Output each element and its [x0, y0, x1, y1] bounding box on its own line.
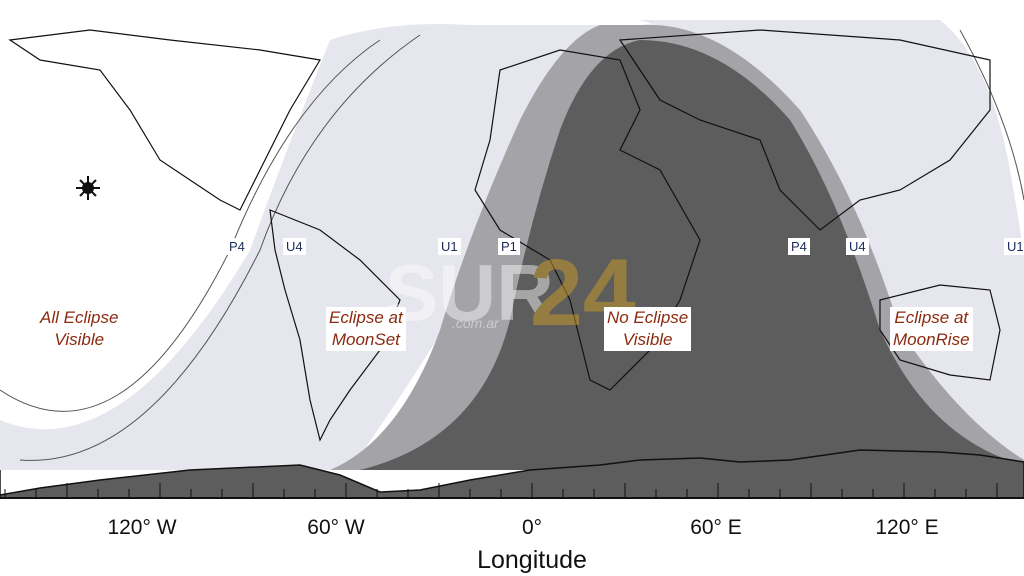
label-line: Eclipse at — [329, 308, 403, 327]
tick-label-60e: 60° E — [690, 516, 742, 539]
label-line: Eclipse at — [894, 308, 969, 327]
contact-label-p4-east: P4 — [788, 238, 810, 255]
south-america-outline — [269, 209, 401, 442]
sun-icon — [76, 176, 100, 200]
no-eclipse-region — [360, 40, 1024, 470]
svg-text:.com.ar: .com.ar — [452, 315, 500, 331]
contact-label-p1: P1 — [498, 238, 520, 255]
tick-label-0: 0° — [521, 516, 543, 539]
svg-text:SUR: SUR — [385, 248, 554, 337]
label-all-eclipse: All Eclipse Visible — [40, 307, 118, 351]
x-axis-title: Longitude — [477, 546, 587, 574]
x-axis-ticks — [4, 483, 998, 498]
light-region-left — [0, 24, 620, 470]
label-line: Visible — [622, 330, 673, 349]
continent-outlines — [8, 29, 1001, 442]
contact-label-p4: P4 — [226, 238, 248, 255]
contact-label-u1-east: U1 — [1004, 238, 1024, 255]
label-eclipse-moonrise: Eclipse at MoonRise — [890, 307, 973, 351]
label-line: Visible — [54, 330, 105, 349]
label-no-eclipse: No Eclipse Visible — [604, 307, 692, 351]
contact-label-u4-east: U4 — [846, 238, 869, 255]
antarctica-band — [0, 449, 1024, 499]
australia-outline — [879, 284, 1001, 381]
tick-label-120e: 120° E — [875, 516, 939, 539]
label-line: No Eclipse — [607, 308, 689, 327]
asia-outline — [618, 29, 991, 231]
tick-label-60w: 60° W — [307, 516, 365, 539]
label-eclipse-moonset: Eclipse at MoonSet — [326, 307, 406, 351]
tick-label-120w: 120° W — [107, 516, 177, 539]
contact-label-u1: U1 — [438, 238, 461, 255]
north-america-outline — [8, 29, 321, 211]
label-line: All Eclipse — [40, 308, 119, 327]
watermark-logo: SUR 24 .com.ar — [385, 240, 636, 346]
contact-label-u4: U4 — [283, 238, 306, 255]
label-line: MoonSet — [331, 330, 400, 349]
label-line: MoonRise — [893, 330, 970, 349]
